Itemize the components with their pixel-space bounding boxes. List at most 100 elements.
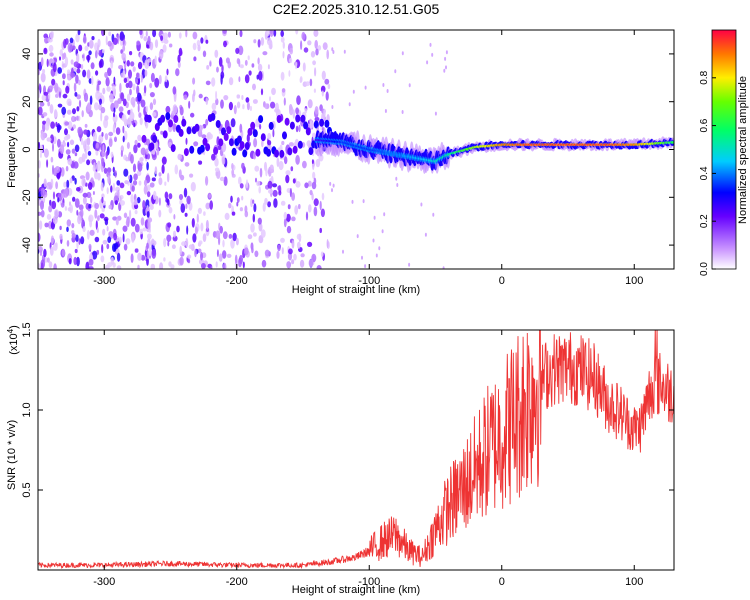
noise-speckle bbox=[285, 170, 291, 176]
noise-speckle bbox=[106, 167, 112, 174]
noise-speckle bbox=[317, 45, 322, 51]
noise-speckle bbox=[273, 30, 277, 37]
bottom-x-axis-label: Height of straight line (km) bbox=[292, 584, 420, 596]
noise-speckle bbox=[137, 142, 141, 148]
noise-speckle bbox=[67, 74, 71, 81]
noise-speckle bbox=[92, 191, 95, 195]
noise-speckle bbox=[264, 249, 270, 257]
noise-speckle bbox=[314, 106, 319, 115]
ridge-cell bbox=[255, 148, 261, 157]
noise-speckle bbox=[137, 162, 143, 172]
x-tick-label: 100 bbox=[625, 275, 643, 287]
noise-speckle bbox=[122, 125, 125, 134]
noise-speckle bbox=[53, 109, 58, 118]
noise-speckle bbox=[167, 240, 170, 247]
noise-speckle bbox=[63, 181, 67, 188]
noise-speckle bbox=[112, 37, 118, 45]
noise-speckle bbox=[102, 87, 106, 95]
noise-speckle bbox=[321, 70, 326, 81]
noise-speckle bbox=[109, 93, 114, 103]
noise-speckle bbox=[44, 122, 50, 131]
noise-speckle bbox=[95, 90, 101, 101]
noise-speckle bbox=[42, 112, 48, 117]
noise-speckle bbox=[164, 181, 167, 186]
noise-speckle bbox=[38, 141, 41, 150]
noise-speckle bbox=[193, 56, 197, 62]
ridge-cell bbox=[152, 135, 158, 143]
noise-speckle bbox=[206, 65, 210, 70]
ridge-cell bbox=[300, 114, 306, 123]
noise-speckle bbox=[133, 173, 138, 181]
noise-speckle bbox=[253, 203, 257, 213]
ridge-cell bbox=[250, 121, 256, 130]
noise-speckle bbox=[103, 167, 108, 174]
noise-speckle bbox=[61, 106, 67, 115]
noise-speckle bbox=[92, 250, 98, 260]
noise-speckle bbox=[281, 247, 284, 255]
noise-speckle bbox=[48, 44, 54, 53]
noise-speckle bbox=[265, 30, 270, 37]
noise-speckle bbox=[185, 203, 188, 209]
noise-speckle bbox=[81, 110, 84, 118]
noise-speckle bbox=[243, 247, 249, 256]
noise-speckle bbox=[185, 238, 189, 248]
noise-speckle bbox=[178, 32, 182, 39]
noise-speckle bbox=[88, 243, 92, 250]
noise-speckle bbox=[129, 209, 132, 220]
noise-speckle bbox=[257, 57, 260, 65]
noise-speckle bbox=[203, 211, 206, 216]
noise-speckle bbox=[270, 101, 276, 109]
noise-speckle bbox=[257, 39, 261, 48]
ridge-cell bbox=[149, 142, 155, 151]
ridge-cell bbox=[221, 127, 226, 136]
noise-speckle bbox=[294, 205, 299, 215]
noise-speckle bbox=[382, 83, 385, 87]
noise-speckle bbox=[46, 159, 49, 168]
noise-speckle bbox=[73, 61, 79, 68]
noise-speckle bbox=[320, 251, 324, 257]
noise-speckle bbox=[291, 216, 296, 222]
noise-speckle bbox=[80, 236, 85, 245]
noise-speckle bbox=[197, 44, 201, 52]
noise-speckle bbox=[85, 182, 88, 187]
noise-speckle bbox=[166, 234, 172, 242]
noise-speckle bbox=[331, 188, 333, 193]
noise-speckle bbox=[235, 47, 240, 55]
noise-speckle bbox=[231, 163, 234, 170]
top-y-axis-label: Frequency (Hz) bbox=[6, 112, 18, 188]
noise-speckle bbox=[104, 264, 110, 269]
noise-speckle bbox=[272, 183, 278, 188]
noise-speckle bbox=[208, 193, 211, 199]
noise-speckle bbox=[105, 151, 108, 160]
noise-speckle bbox=[173, 214, 176, 220]
ridge-cell bbox=[287, 147, 293, 156]
noise-speckle bbox=[76, 53, 80, 63]
noise-speckle bbox=[106, 76, 110, 87]
noise-speckle bbox=[49, 104, 54, 114]
noise-speckle bbox=[70, 59, 74, 65]
x-tick-label: -100 bbox=[358, 576, 380, 588]
noise-speckle bbox=[158, 74, 162, 85]
noise-speckle bbox=[112, 216, 118, 221]
noise-speckle bbox=[134, 210, 138, 215]
noise-speckle bbox=[43, 148, 49, 158]
colorbar-tick-label: 0.0 bbox=[699, 262, 710, 276]
noise-speckle bbox=[252, 213, 255, 223]
noise-speckle bbox=[39, 249, 43, 257]
noise-speckle bbox=[152, 111, 157, 117]
noise-speckle bbox=[192, 77, 196, 85]
noise-speckle bbox=[140, 254, 146, 261]
noise-speckle bbox=[38, 220, 43, 230]
noise-speckle bbox=[265, 166, 268, 177]
noise-speckle bbox=[134, 139, 138, 145]
noise-speckle bbox=[42, 122, 46, 133]
noise-speckle bbox=[99, 213, 105, 219]
noise-speckle bbox=[74, 92, 78, 97]
snr-panel: -300 -200 -100 0 100 0.5 1.0 1.5 Height of str… bbox=[6, 322, 675, 596]
noise-speckle bbox=[244, 205, 248, 213]
noise-speckle bbox=[62, 93, 68, 99]
noise-speckle bbox=[221, 64, 224, 73]
noise-speckle bbox=[238, 76, 241, 83]
noise-speckle bbox=[198, 240, 203, 245]
ridge-cell bbox=[173, 115, 179, 123]
